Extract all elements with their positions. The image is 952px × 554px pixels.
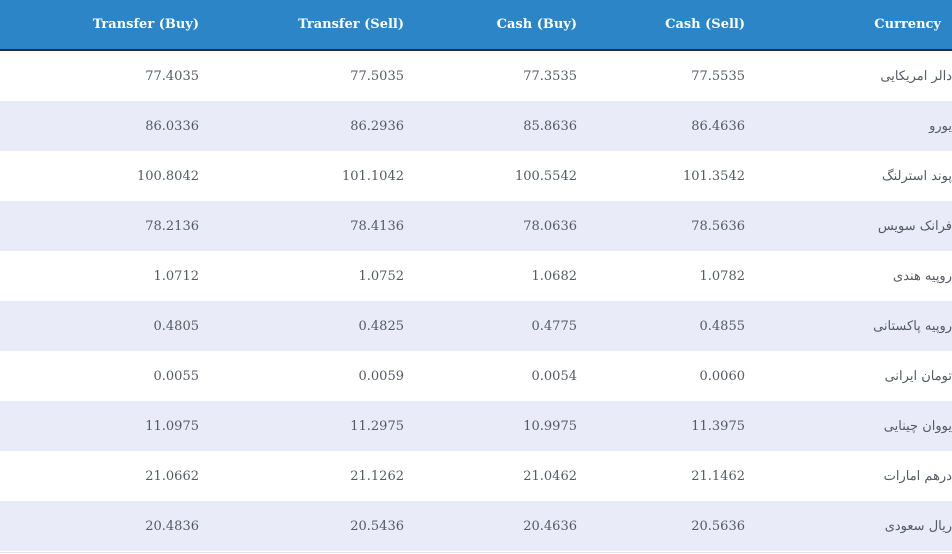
cell-transfer-buy: 0.0055	[153, 368, 200, 384]
cell-cash-sell: 101.3542	[682, 168, 745, 184]
table-row: 86.0336 86.2936 85.8636 86.4636 یورو	[0, 101, 952, 151]
table-row: 0.0055 0.0059 0.0054 0.0060 تومان ایرانی	[0, 351, 952, 401]
table-row: 21.0662 21.1262 21.0462 21.1462 درهم اما…	[0, 451, 952, 501]
cell-cash-buy: 10.9975	[523, 418, 577, 434]
cell-cash-sell: 1.0782	[699, 268, 746, 284]
cell-transfer-buy: 1.0712	[153, 268, 200, 284]
cell-transfer-buy: 78.2136	[145, 218, 199, 234]
cell-cash-sell: 86.4636	[691, 118, 745, 134]
cell-cash-sell: 0.0060	[699, 368, 746, 384]
cell-currency: یورو	[929, 118, 952, 134]
table-row: 78.2136 78.4136 78.0636 78.5636 فرانک سو…	[0, 201, 952, 251]
cell-currency: ریال سعودی	[884, 518, 952, 534]
cell-transfer-buy: 11.0975	[145, 418, 199, 434]
header-cash-buy[interactable]: Cash (Buy)	[496, 17, 577, 32]
cell-cash-sell: 21.1462	[691, 468, 745, 484]
cell-cash-sell: 11.3975	[691, 418, 745, 434]
table-row: 0.4805 0.4825 0.4775 0.4855 روپیه پاکستا…	[0, 301, 952, 351]
header-transfer-sell[interactable]: Transfer (Sell)	[298, 17, 404, 32]
table-row: 20.4836 20.5436 20.4636 20.5636 ریال سعو…	[0, 501, 952, 551]
cell-cash-buy: 0.0054	[531, 368, 578, 384]
cell-currency: روپیه پاکستانی	[873, 318, 952, 334]
cell-currency: دالر امریکایی	[880, 68, 952, 84]
cell-cash-buy: 77.3535	[523, 68, 577, 84]
header-currency[interactable]: Currency	[874, 17, 941, 32]
cell-transfer-buy: 20.4836	[145, 518, 199, 534]
cell-transfer-buy: 86.0336	[145, 118, 199, 134]
cell-cash-sell: 20.5636	[691, 518, 745, 534]
cell-cash-sell: 78.5636	[691, 218, 745, 234]
table-row: 77.4035 77.5035 77.3535 77.5535 دالر امر…	[0, 51, 952, 101]
cell-currency: یووان چینایی	[883, 418, 952, 434]
cell-currency: پوند استرلنگ	[881, 168, 952, 184]
table-row: 1.0712 1.0752 1.0682 1.0782 روپیه هندی	[0, 251, 952, 301]
cell-cash-buy: 1.0682	[531, 268, 578, 284]
table-row: 11.0975 11.2975 10.9975 11.3975 یووان چی…	[0, 401, 952, 451]
cell-transfer-sell: 86.2936	[350, 118, 404, 134]
cell-cash-buy: 0.4775	[531, 318, 578, 334]
cell-cash-buy: 78.0636	[523, 218, 577, 234]
cell-cash-buy: 85.8636	[523, 118, 577, 134]
header-cash-sell[interactable]: Cash (Sell)	[665, 17, 745, 32]
cell-cash-buy: 20.4636	[523, 518, 577, 534]
cell-currency: فرانک سویس	[877, 218, 952, 234]
cell-currency: روپیه هندی	[893, 268, 952, 284]
cell-transfer-sell: 0.0059	[358, 368, 405, 384]
table-row: 100.8042 101.1042 100.5542 101.3542 پوند…	[0, 151, 952, 201]
cell-transfer-sell: 20.5436	[350, 518, 404, 534]
cell-transfer-sell: 21.1262	[350, 468, 404, 484]
cell-transfer-sell: 101.1042	[341, 168, 404, 184]
cell-transfer-buy: 0.4805	[153, 318, 200, 334]
cell-cash-buy: 100.5542	[514, 168, 577, 184]
cell-cash-buy: 21.0462	[523, 468, 577, 484]
cell-transfer-sell: 78.4136	[350, 218, 404, 234]
cell-transfer-sell: 0.4825	[358, 318, 405, 334]
cell-cash-sell: 77.5535	[691, 68, 745, 84]
cell-transfer-buy: 77.4035	[145, 68, 199, 84]
table-header: Transfer (Buy) Transfer (Sell) Cash (Buy…	[0, 0, 952, 51]
cell-cash-sell: 0.4855	[699, 318, 746, 334]
cell-transfer-buy: 100.8042	[136, 168, 199, 184]
cell-transfer-sell: 11.2975	[350, 418, 404, 434]
cell-currency: تومان ایرانی	[884, 368, 952, 384]
header-transfer-buy[interactable]: Transfer (Buy)	[92, 17, 199, 32]
cell-transfer-sell: 1.0752	[358, 268, 405, 284]
cell-transfer-sell: 77.5035	[350, 68, 404, 84]
cell-currency: درهم امارات	[883, 468, 952, 484]
cell-transfer-buy: 21.0662	[145, 468, 199, 484]
